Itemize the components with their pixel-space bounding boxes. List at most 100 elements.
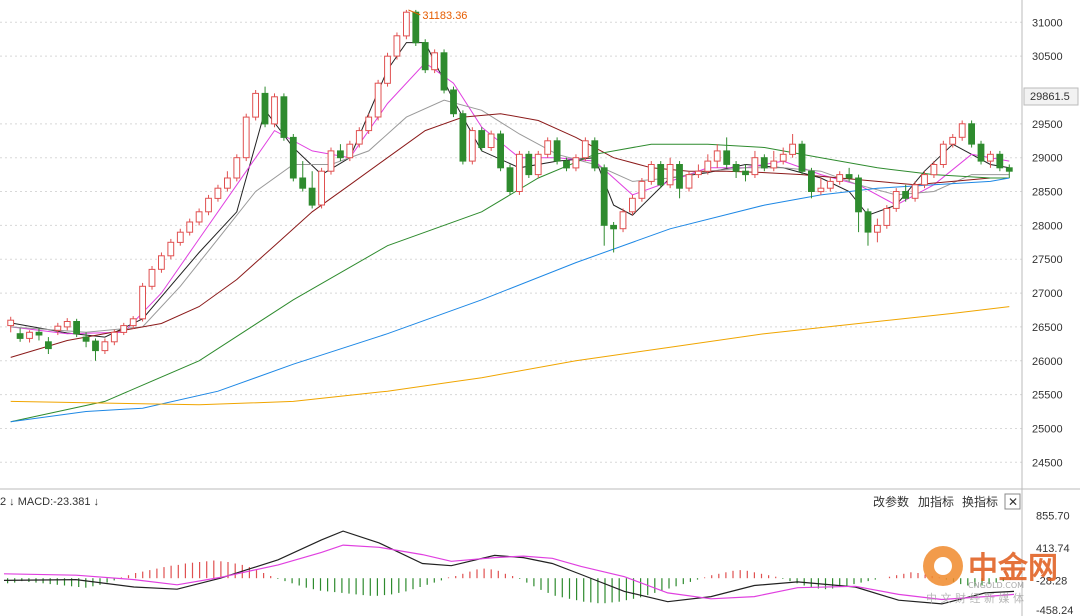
candle-body: [770, 160, 778, 169]
price-tick-label: 25500: [1032, 390, 1063, 402]
candle-body: [271, 96, 278, 125]
price-tick-label: 25000: [1032, 423, 1063, 435]
candlestick: [7, 316, 15, 333]
candlestick: [883, 205, 891, 229]
candle-body: [205, 197, 212, 213]
candlestick: [186, 218, 194, 236]
candlestick: [958, 120, 966, 141]
candlestick: [977, 140, 985, 165]
candle-body: [431, 52, 439, 71]
candle-body: [82, 336, 90, 342]
candle-body: [572, 157, 580, 169]
candlestick: [318, 167, 326, 209]
candle-body: [629, 197, 636, 213]
candlestick: [440, 49, 448, 94]
candlestick: [826, 178, 834, 192]
candlestick: [817, 178, 825, 195]
candle-body: [421, 42, 429, 71]
watermark-tagline: 中 文 财 经 新 媒 体: [926, 591, 1024, 605]
candle-body: [808, 170, 815, 192]
candlestick: [289, 134, 297, 182]
candlestick: [676, 161, 683, 199]
candlestick: [195, 208, 203, 226]
candle-body: [760, 157, 768, 169]
candlestick: [468, 127, 476, 165]
candle-body: [176, 231, 184, 243]
candlestick: [355, 127, 363, 148]
candle-body: [365, 116, 373, 132]
candle-body: [289, 136, 297, 179]
candlestick: [874, 218, 881, 243]
candlestick: [129, 316, 137, 329]
candlestick: [713, 144, 721, 168]
candlestick: [911, 181, 919, 202]
candlestick: [751, 150, 759, 178]
candle-body: [487, 133, 495, 148]
price-axis: 31000 30500 29500 29000 28500 28000 27500 27000…: [1032, 17, 1063, 469]
candlestick: [16, 328, 24, 342]
candle-body: [327, 150, 335, 172]
add-indicator-button[interactable]: 加指标: [918, 494, 954, 509]
candlestick: [647, 161, 655, 185]
macd-lines: [3, 530, 1015, 605]
macd-tick-label: 413.74: [1036, 543, 1070, 555]
candlestick: [393, 32, 401, 60]
candlestick: [892, 188, 900, 212]
candlestick: [374, 79, 382, 121]
candlestick: [54, 322, 62, 336]
macd-histogram: [6, 560, 1012, 604]
price-tick-label: 28500: [1032, 187, 1063, 199]
current-price-marker: 29861.5: [1023, 87, 1079, 106]
macd-tick-label: 855.70: [1036, 510, 1070, 522]
candlestick: [534, 150, 542, 178]
candlestick: [996, 150, 1004, 172]
change-params-button[interactable]: 改参数: [873, 494, 909, 509]
candlestick: [921, 171, 928, 189]
candle-body: [939, 143, 947, 165]
candle-body: [440, 52, 448, 91]
candlestick: [421, 39, 429, 74]
candlestick: [732, 161, 740, 178]
high-label: 31183.36: [422, 10, 467, 22]
moving-average-lines: [10, 42, 1010, 423]
candle-body: [26, 331, 33, 339]
candle-body: [450, 89, 457, 115]
candlestick: [836, 171, 844, 185]
candle-body: [384, 55, 391, 84]
candlestick: [666, 157, 674, 189]
close-indicator-button[interactable]: [1004, 493, 1021, 510]
candle-body: [120, 325, 128, 333]
macd-tick-label: -458.24: [1036, 605, 1073, 616]
watermark: 中金网 CNGOLD.COM 中 文 财 经 新 媒 体: [923, 546, 1058, 605]
candlestick: [949, 134, 957, 148]
candlestick: [242, 113, 250, 162]
price-tick-label: 27500: [1032, 254, 1063, 266]
candlestick: [591, 137, 599, 172]
macd-header: 2 ↓ MACD:-23.381 ↓: [0, 496, 99, 508]
candle-body: [393, 35, 401, 57]
candle-body: [516, 153, 523, 193]
candle-body: [224, 177, 231, 189]
candlestick: [516, 150, 523, 195]
candle-body: [638, 180, 646, 199]
swap-indicator-button[interactable]: 换指标: [962, 494, 998, 509]
candle-body: [346, 143, 354, 159]
candlestick: [695, 164, 702, 178]
candle-body: [958, 123, 966, 138]
candle-body: [374, 82, 382, 118]
candle-body: [591, 140, 599, 169]
candle-body: [148, 268, 156, 287]
candle-body: [158, 255, 165, 270]
candlestick: [403, 9, 410, 40]
candlestick: [346, 140, 354, 162]
moving-average-line: [10, 113, 1010, 358]
candlestick: [685, 171, 693, 192]
candlestick: [299, 161, 307, 192]
candle-body: [647, 164, 655, 182]
candlestick: [224, 171, 231, 192]
candlestick: [327, 147, 335, 175]
high-annotation: 31183.36: [408, 9, 467, 22]
price-tick-label: 24500: [1032, 457, 1063, 469]
candlestick: [987, 150, 994, 168]
candlestick: [45, 337, 52, 354]
